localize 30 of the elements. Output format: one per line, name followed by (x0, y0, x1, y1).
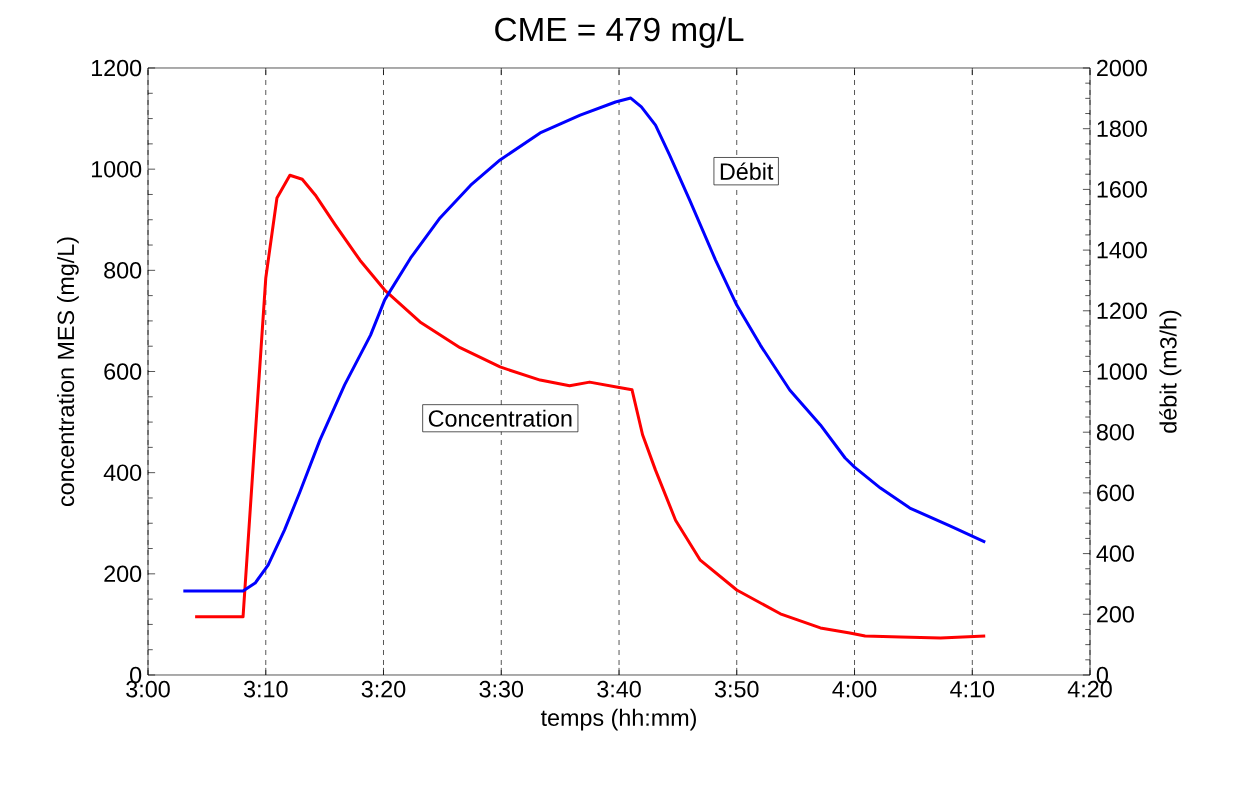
y2-tick-label: 2000 (1097, 59, 1147, 77)
y2-tick-label: 1200 (1097, 302, 1147, 320)
x-tick-label: 4:00 (832, 680, 877, 698)
series-label: Concentration (428, 409, 572, 427)
y2-tick-label: 400 (1096, 545, 1134, 562)
x-tick-label: 3:50 (714, 680, 759, 698)
y-tick-label: 400 (103, 464, 142, 481)
x-tick-label: 4:10 (950, 680, 995, 698)
y-tick-label: 600 (104, 363, 142, 380)
y-tick-label: 200 (104, 565, 142, 583)
x-tick-label: 3:40 (597, 680, 641, 698)
y2-tick-label: 1600 (1097, 181, 1147, 198)
y-tick-label: 800 (104, 262, 142, 279)
y2-tick-label: 200 (1097, 606, 1134, 623)
y-tick-label: 1200 (91, 59, 142, 77)
y-tick-label: 1000 (91, 160, 142, 178)
y2-tick-label: 1000 (1097, 363, 1147, 380)
series-label: Débit (720, 162, 774, 180)
y2-tick-label: 1400 (1097, 241, 1147, 259)
y2-tick-label: 1800 (1097, 120, 1147, 137)
x-tick-label: 3:20 (361, 680, 406, 698)
chart-title: CME = 479 mg/L (495, 16, 744, 48)
line-series (181, 96, 987, 593)
y2-tick-label: 600 (1097, 484, 1134, 502)
y2-tick-label: 800 (1096, 423, 1134, 441)
x-tick-label: 3:10 (243, 680, 288, 698)
x-axis-title: temps (hh:mm) (540, 708, 696, 731)
y-axis-title: concentration MES (mg/L) (57, 237, 79, 507)
x-tick-label: 3:30 (479, 680, 524, 698)
y2-axis-title: débit (m3/h) (1159, 310, 1182, 433)
